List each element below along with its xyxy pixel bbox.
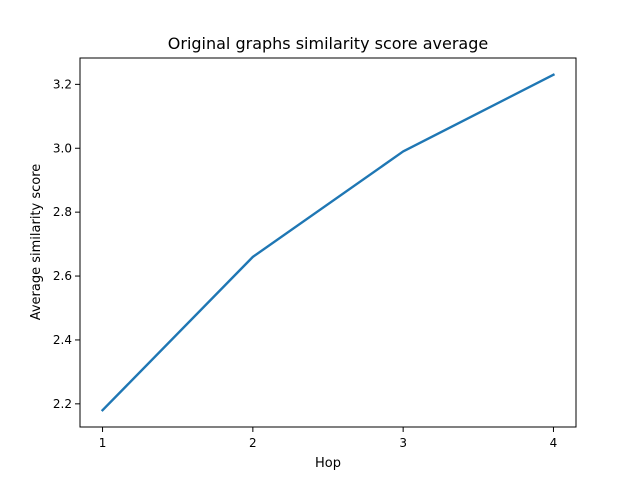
- y-tick-label: 3.2: [53, 77, 72, 91]
- chart-title: Original graphs similarity score average: [168, 34, 488, 53]
- x-tick-label: 3: [399, 436, 407, 450]
- y-axis-label: Average similarity score: [29, 164, 44, 321]
- y-tick-label: 3.0: [53, 141, 72, 155]
- plot-frame: [79, 57, 577, 428]
- y-tick-label: 2.4: [53, 333, 72, 347]
- series-line: [100, 73, 556, 412]
- x-axis-label: Hop: [315, 456, 341, 471]
- y-tick-label: 2.2: [53, 397, 72, 411]
- x-tick-label: 1: [99, 436, 107, 450]
- x-tick-label: 2: [249, 436, 257, 450]
- y-tick-label: 2.6: [53, 269, 72, 283]
- y-axis-ticks: 2.2 2.4 2.6 2.8 3.0 3.2: [53, 77, 80, 411]
- x-tick-label: 4: [550, 436, 558, 450]
- y-tick-label: 2.8: [53, 205, 72, 219]
- x-axis-ticks: 1 2 3 4: [99, 427, 558, 450]
